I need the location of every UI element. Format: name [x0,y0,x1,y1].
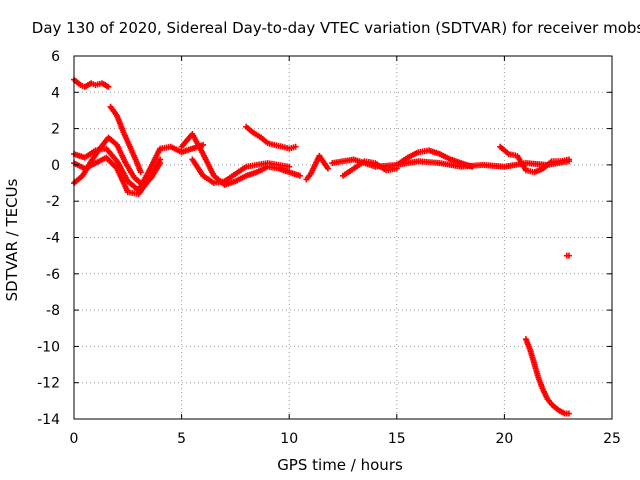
y-tick-label: 0 [51,158,60,174]
chart-title: Day 130 of 2020, Sidereal Day-to-day VTE… [32,19,640,37]
y-tick-label: -6 [46,267,60,283]
series-arc-k [393,147,476,170]
data-point [565,252,572,259]
y-tick-label: -10 [37,339,60,355]
data-point [469,163,476,170]
x-tick-label: 15 [388,431,406,447]
y-tick-label: -4 [46,231,60,247]
y-tick-label: 6 [51,49,60,65]
series-arc-h [243,123,299,152]
data-point [565,156,572,163]
x-tick-label: 0 [70,431,79,447]
data-point [296,172,303,179]
series-arc-o [563,252,572,259]
data-point [565,410,572,417]
series-arc-l [340,158,400,179]
series-arc-n [522,336,572,417]
data-point [393,165,400,172]
y-tick-label: -14 [37,412,60,428]
grid [74,56,612,419]
data-point [292,143,299,150]
x-tick-label: 20 [495,431,513,447]
series-arc-b [107,103,144,176]
x-tick-label: 5 [177,431,186,447]
series-arc-f [178,131,303,188]
y-tick-label: 2 [51,122,60,138]
axis-ticks: 0 5 10 15 20 25 -14 -12 -10 -8 -6 -4 -2 0 2 4 6 [37,49,621,447]
data-point [137,169,144,176]
series-arc-a [71,76,112,90]
data-point [105,83,112,90]
y-tick-label: -8 [46,303,60,319]
data-point [286,163,293,170]
data-point [157,156,164,163]
x-tick-label: 25 [603,431,621,447]
x-tick-label: 10 [280,431,298,447]
data-point [324,165,331,172]
series-arc-i [303,152,331,183]
y-tick-label: -12 [37,376,60,392]
plot-area [71,76,572,417]
series-arc-m [497,143,572,176]
y-tick-label: 4 [51,85,60,101]
y-axis-label: SDTVAR / TECUs [3,178,21,301]
x-axis-label: GPS time / hours [277,456,403,474]
series-arc-d [71,141,207,194]
y-tick-label: -2 [46,194,60,210]
series-arc-g [189,156,293,187]
